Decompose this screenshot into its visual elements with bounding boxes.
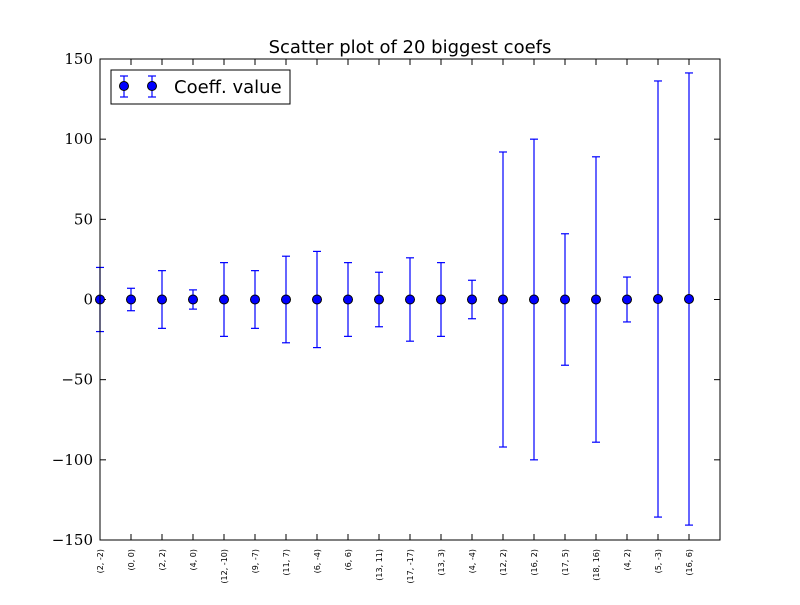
x-tick-label: (16, 6)	[685, 549, 694, 576]
x-tick-label: (13, 3)	[437, 549, 446, 576]
chart-title: Scatter plot of 20 biggest coefs	[269, 37, 552, 58]
y-axis-ticks: −150 −100 −50 0 50 100 150	[52, 50, 720, 549]
x-tick-label: (0, 0)	[127, 549, 136, 571]
x-tick-label: (2, 2)	[158, 549, 167, 571]
y-tick-label: 150	[64, 50, 93, 68]
data-point	[560, 294, 570, 305]
data-point	[250, 294, 260, 305]
data-point	[405, 294, 415, 305]
x-tick-label: (18, 16)	[592, 549, 601, 581]
x-tick-label: (16, 2)	[530, 549, 539, 576]
legend-point	[147, 81, 157, 91]
x-tick-label: (13, 11)	[375, 549, 384, 581]
legend-point	[119, 81, 129, 91]
x-tick-label: (4, 2)	[623, 549, 632, 571]
legend-marker	[119, 75, 157, 98]
data-point	[467, 294, 477, 305]
data-point	[436, 294, 446, 305]
data-point	[157, 294, 167, 305]
data-point	[374, 294, 384, 305]
data-point	[281, 294, 291, 305]
x-tick-label: (2, -2)	[96, 549, 105, 573]
x-tick-label: (6, 6)	[344, 549, 353, 571]
x-tick-label: (5, -3)	[654, 549, 663, 573]
data-point	[653, 294, 663, 305]
x-tick-label: (17, -17)	[406, 549, 415, 584]
legend: Coeff. value	[110, 69, 291, 105]
data-point	[498, 294, 508, 305]
y-tick-label: 0	[83, 291, 93, 309]
data-point	[684, 294, 694, 305]
x-tick-label: (11, 7)	[282, 549, 291, 576]
x-tick-label: (9, -7)	[251, 549, 260, 573]
y-tick-label: −100	[52, 451, 93, 469]
data-point	[591, 294, 601, 305]
data-point	[343, 294, 353, 305]
data-points	[95, 72, 694, 526]
x-tick-label: (12, 2)	[499, 549, 508, 576]
y-tick-label: −150	[52, 531, 93, 549]
data-point	[312, 294, 322, 305]
y-tick-label: −50	[61, 371, 93, 389]
legend-label: Coeff. value	[174, 77, 282, 98]
y-tick-label: 100	[64, 130, 93, 148]
x-tick-label: (17, 5)	[561, 549, 570, 576]
x-axis-ticks: (2, -2) (0, 0) (2, 2) (4, 0) (12, -10) (9, -7…	[96, 59, 694, 584]
y-tick-label: 50	[74, 210, 93, 228]
data-point	[188, 294, 198, 305]
x-tick-label: (4, -4)	[468, 549, 477, 573]
x-tick-label: (12, -10)	[220, 549, 229, 584]
x-tick-label: (6, -4)	[313, 549, 322, 573]
data-point	[622, 294, 632, 305]
plot-frame	[99, 58, 721, 541]
data-point	[529, 294, 539, 305]
legend-box	[110, 69, 291, 105]
x-tick-label: (4, 0)	[189, 549, 198, 571]
data-point	[219, 294, 229, 305]
data-point	[126, 294, 136, 305]
